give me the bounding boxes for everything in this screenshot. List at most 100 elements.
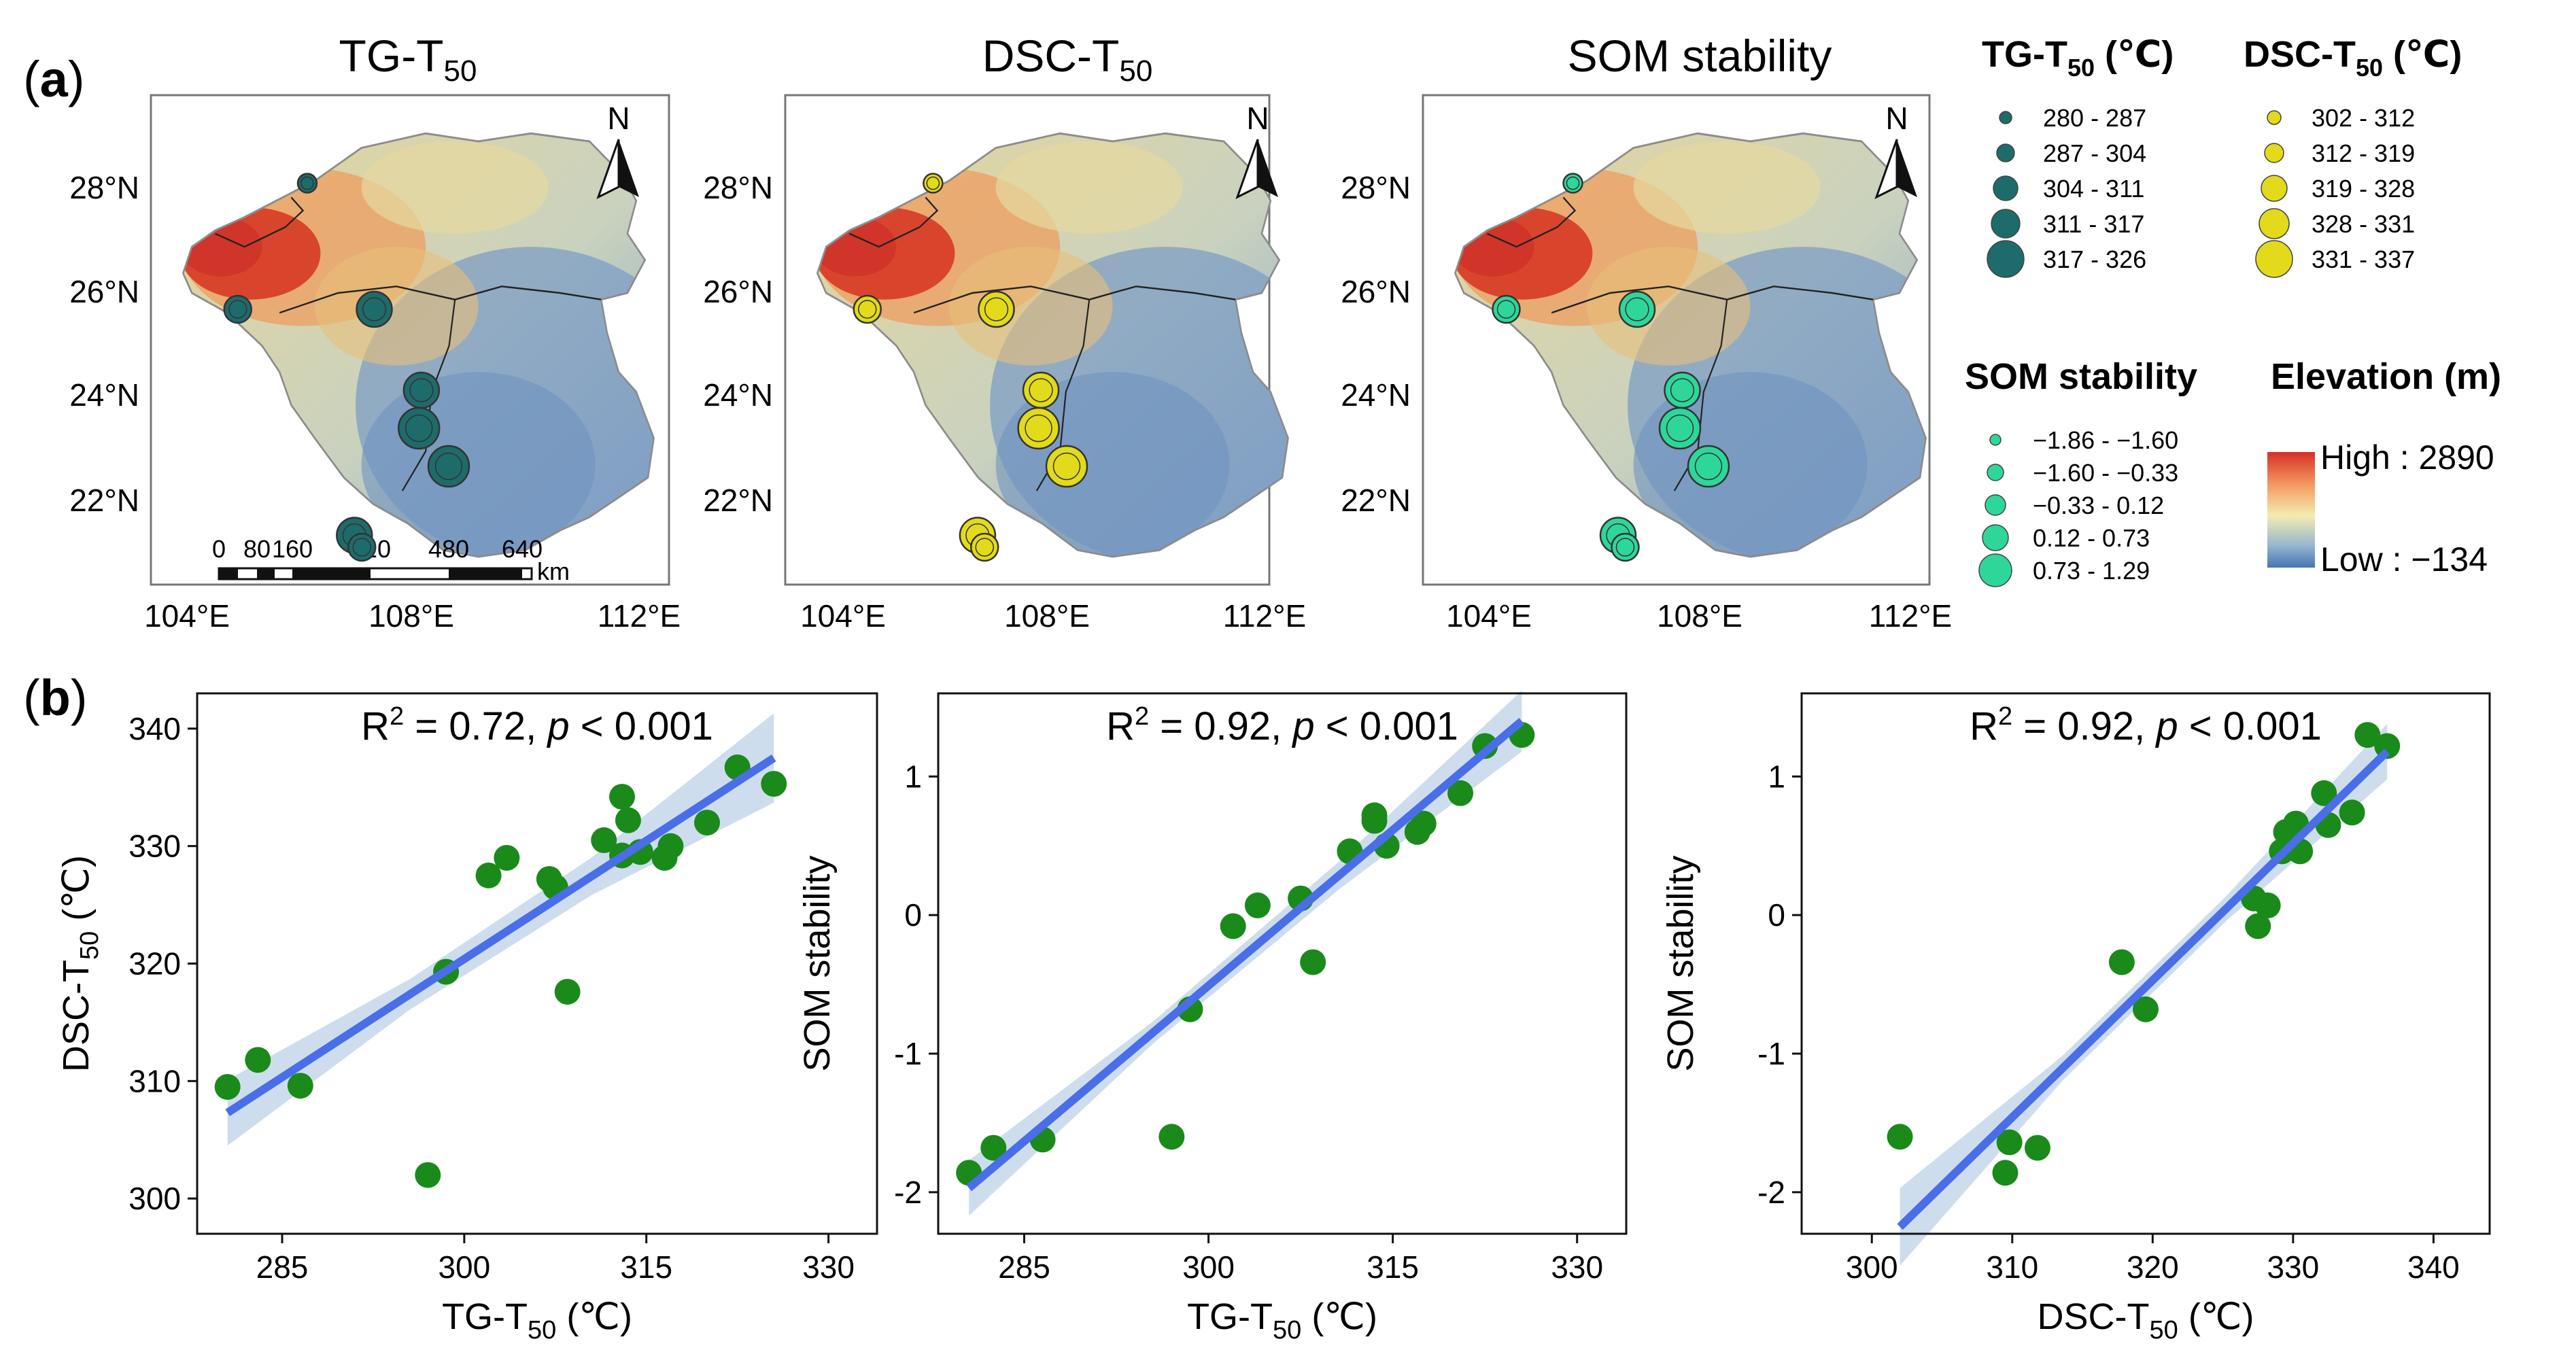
legend-dsc-item-label: 331 - 337 <box>2312 245 2415 273</box>
map-site-som-ring <box>1670 378 1695 402</box>
north-label: N <box>1885 101 1908 136</box>
svg-text:80: 80 <box>243 535 271 563</box>
svg-text:28°N: 28°N <box>703 170 773 205</box>
scale-bar: 0 80 160 320 480 640 km <box>212 535 570 585</box>
legend-som-title: SOM stability <box>1965 356 2197 397</box>
legend-som-item-label: −0.33 - 0.12 <box>2033 491 2164 519</box>
data-point <box>761 771 787 797</box>
scatter-tg-vs-som: 285 300 315 330 -2 -1 0 1 R2 = 0.92, p < 0.001 TG… <box>797 690 1628 1345</box>
scatter-dsc-vs-som: 300 310 320 330 340 -2 -1 0 1 R2 = 0.92, p < 0.00… <box>1660 692 2491 1345</box>
panel-b: (b) 285 300 315 330 300 310 320 330 340 R2 = 0.72… <box>23 670 2491 1345</box>
svg-text:24°N: 24°N <box>1341 377 1411 413</box>
x-tick-label: 315 <box>620 1249 672 1285</box>
panel-a: (a) TG-T50 DSC-T50 SOM stability N 0 80 … <box>23 31 2501 634</box>
y-tick-label: 0 <box>1768 897 1785 933</box>
map-site-tg <box>402 371 441 409</box>
map-site-dsc <box>978 290 1015 328</box>
map-site-tg <box>397 406 441 450</box>
map-title-som: SOM stability <box>1568 31 1832 81</box>
y-tick-label: 300 <box>128 1181 181 1216</box>
y-axis-label: SOM stability <box>797 855 838 1071</box>
map-site-tg-ring <box>362 297 387 322</box>
data-point <box>2339 799 2365 826</box>
map-site-som-ring <box>1666 414 1694 443</box>
svg-text:480: 480 <box>428 535 469 563</box>
x-tick-label: 300 <box>438 1249 490 1285</box>
legend-som-item-label: −1.60 - −0.33 <box>2033 459 2178 487</box>
y-tick-label: -1 <box>894 1036 922 1071</box>
map-site-som <box>1562 173 1583 194</box>
map-site-tg-ring <box>352 538 371 557</box>
legend-dsc-item-label: 312 - 319 <box>2312 139 2415 167</box>
data-point <box>554 978 581 1005</box>
legend-som-item-label: 0.12 - 0.73 <box>2033 524 2150 552</box>
north-arrow: N <box>596 101 639 200</box>
data-point <box>2024 1135 2050 1161</box>
legend-som-swatch <box>1982 524 2009 551</box>
legend-elevation: Elevation (m) High : 2890 Low : −134 <box>2267 356 2501 578</box>
map-site-som-ring <box>1615 538 1635 557</box>
plot-frame <box>1800 692 2491 1235</box>
elevation-high: High : 2890 <box>2320 438 2494 477</box>
legend-dsc-swatch <box>2259 208 2290 239</box>
svg-text:108°E: 108°E <box>1657 598 1742 634</box>
data-point <box>1992 1160 2019 1186</box>
data-point <box>287 1073 313 1099</box>
legend-tg-item-label: 311 - 317 <box>2043 210 2144 238</box>
x-tick-label: 320 <box>2127 1249 2179 1285</box>
x-tick-label: 330 <box>1551 1249 1603 1285</box>
map-site-dsc <box>1017 406 1060 450</box>
map-site-som-ring <box>1694 452 1723 481</box>
svg-text:640: 640 <box>502 535 543 563</box>
x-tick-label: 340 <box>2407 1249 2460 1285</box>
x-tick-label: 300 <box>1846 1249 1898 1285</box>
map-site-tg-ring <box>434 452 463 481</box>
y-axis-label: DSC-T50 (℃) <box>56 855 104 1072</box>
data-point <box>1158 1124 1185 1150</box>
y-tick-label: 0 <box>904 897 922 933</box>
svg-text:112°E: 112°E <box>1223 598 1306 634</box>
x-tick-label: 300 <box>1182 1249 1235 1285</box>
y-tick-label: 310 <box>128 1063 181 1098</box>
y-tick-label: 320 <box>128 946 181 982</box>
legend-tg-swatch <box>1999 111 2012 124</box>
legend-tg: TG-T50 (℃) 280 - 287 287 - 304 304 - 311 31… <box>1982 34 2174 278</box>
legend-tg-item-label: 280 - 287 <box>2043 104 2146 132</box>
legend-dsc-swatch <box>2264 143 2284 163</box>
legend-elevation-title: Elevation (m) <box>2271 356 2501 397</box>
data-point <box>591 827 617 854</box>
map-site-dsc <box>1022 371 1060 409</box>
data-point <box>1300 949 1326 975</box>
map-site-dsc <box>853 294 882 324</box>
map-site-tg <box>347 532 377 562</box>
legend-tg-item-label: 287 - 304 <box>2043 139 2146 167</box>
x-tick-label: 315 <box>1367 1249 1419 1285</box>
svg-text:24°N: 24°N <box>69 377 139 413</box>
legend-tg-item-label: 304 - 311 <box>2043 175 2144 203</box>
map-axis-labels: 28°N 26°N 24°N 22°N 28°N 26°N 24°N 22°N … <box>69 170 1952 634</box>
svg-text:24°N: 24°N <box>703 377 773 413</box>
svg-text:22°N: 22°N <box>703 483 773 518</box>
stat-annotation: R2 = 0.92, p < 0.001 <box>1970 702 2322 748</box>
svg-text:22°N: 22°N <box>69 483 139 518</box>
data-point <box>609 784 635 810</box>
map-site-dsc <box>923 173 944 194</box>
data-point <box>1887 1124 1913 1150</box>
map-site-tg <box>356 290 393 328</box>
data-point <box>1220 913 1246 939</box>
legend-dsc-item-label: 302 - 312 <box>2312 104 2415 132</box>
svg-text:112°E: 112°E <box>598 598 681 634</box>
map-site-tg <box>427 445 470 488</box>
y-tick-label: -1 <box>1757 1036 1785 1071</box>
data-point <box>2354 722 2381 748</box>
data-point <box>2311 780 2337 806</box>
map-site-tg-ring <box>409 378 434 402</box>
x-tick-label: 330 <box>2267 1249 2319 1285</box>
map-site-dsc-ring <box>975 538 994 557</box>
svg-text:26°N: 26°N <box>1341 274 1411 309</box>
map-dsc-sites <box>853 173 1088 562</box>
x-axis-label: DSC-T50 (℃) <box>2038 1296 2254 1345</box>
x-tick-label: 285 <box>256 1249 309 1285</box>
svg-text:104°E: 104°E <box>144 598 230 634</box>
map-site-tg <box>223 294 252 324</box>
